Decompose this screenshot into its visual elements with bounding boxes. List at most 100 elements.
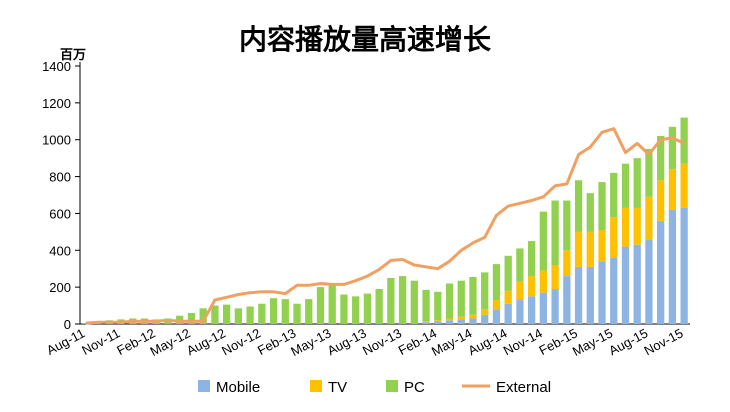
bar-pc — [293, 303, 301, 324]
bar-pc — [621, 163, 630, 208]
x-tick-label: May-14 — [429, 325, 474, 359]
bar-pc — [199, 308, 207, 324]
legend-swatch-mobile — [198, 380, 210, 392]
bar-pc — [187, 312, 196, 324]
bar-pc — [305, 299, 313, 324]
bar-pc — [645, 148, 653, 197]
bar-tv — [422, 321, 430, 323]
bar-pc — [234, 308, 243, 324]
bar-mobile — [539, 292, 548, 324]
bar-pc — [492, 264, 501, 301]
chart-title: 内容播放量高速增长 — [238, 23, 491, 56]
bar-pc — [352, 296, 360, 324]
y-tick-label: 1400 — [42, 59, 71, 74]
bar-pc — [457, 280, 465, 317]
bar-tv — [657, 180, 665, 221]
y-tick-label: 1200 — [42, 96, 71, 111]
bar-pc — [610, 172, 618, 218]
bar-mobile — [434, 321, 442, 324]
bar-pc — [445, 283, 454, 319]
bar-pc — [82, 323, 90, 324]
y-tick-label: 200 — [49, 280, 71, 295]
x-tick-label: May-13 — [288, 325, 333, 359]
bar-tv — [551, 265, 559, 289]
x-tick-label: Aug-15 — [606, 325, 650, 358]
bar-mobile — [481, 314, 489, 324]
bar-mobile — [621, 246, 630, 324]
bar-pc — [422, 289, 430, 322]
bar-pc — [657, 136, 665, 181]
bar-pc — [269, 298, 278, 324]
bar-tv — [680, 163, 688, 208]
bar-pc — [375, 288, 383, 324]
y-axis-unit-label: 百万 — [60, 48, 87, 63]
legend-label-external: External — [496, 379, 551, 396]
bar-pc — [481, 272, 489, 310]
bar-mobile — [469, 318, 477, 324]
y-tick-label: 400 — [49, 243, 71, 258]
bar-mobile — [633, 244, 641, 324]
x-tick-label: May-12 — [148, 325, 193, 359]
bar-mobile — [657, 220, 665, 324]
y-tick-label: 1000 — [42, 133, 71, 148]
bar-tv — [445, 318, 454, 321]
bar-mobile — [645, 239, 653, 324]
bar-tv — [481, 309, 489, 315]
bar-tv — [633, 207, 641, 245]
x-tick-label: Nov-13 — [360, 325, 404, 358]
bar-tv — [574, 231, 583, 267]
bar-pc — [668, 126, 677, 170]
bar-tv — [469, 314, 477, 319]
bar-pc — [434, 291, 442, 321]
bar-tv — [610, 217, 618, 258]
bar-pc — [211, 305, 219, 324]
bar-mobile — [457, 319, 465, 324]
bar-pc — [598, 182, 606, 231]
bar-tv — [457, 316, 465, 320]
bar-tv — [586, 231, 594, 267]
bar-mobile — [422, 322, 430, 324]
bar-pc — [222, 304, 231, 324]
x-tick-label: Aug-12 — [184, 325, 228, 358]
bar-tv — [492, 300, 501, 310]
bar-mobile — [563, 276, 571, 324]
bar-tv — [621, 207, 630, 247]
bar-pc — [469, 277, 477, 315]
bar-tv — [668, 169, 677, 210]
bar-tv — [434, 320, 442, 322]
bar-pc — [398, 276, 407, 324]
x-tick-label: Nov-11 — [79, 325, 122, 357]
bar-mobile — [527, 296, 536, 324]
bar-pc — [246, 306, 254, 324]
bar-mobile — [574, 266, 583, 324]
bar-pc — [680, 117, 688, 164]
bar-mobile — [516, 300, 524, 324]
bar-mobile — [610, 257, 618, 324]
bar-pc — [633, 158, 641, 208]
bar-tv — [527, 276, 536, 297]
bar-pc — [516, 248, 524, 282]
bar-pc — [563, 200, 571, 251]
bar-mobile — [445, 320, 454, 324]
bar-pc — [504, 255, 512, 291]
bar-tv — [645, 196, 653, 240]
bar-mobile — [598, 261, 606, 324]
bar-tv — [598, 230, 606, 262]
bar-tv — [539, 270, 548, 293]
x-tick-label: Nov-12 — [219, 325, 263, 358]
bar-pc — [551, 200, 559, 266]
bar-pc — [340, 294, 348, 324]
bar-pc — [387, 277, 395, 324]
y-tick-label: 0 — [64, 317, 71, 332]
bar-pc — [527, 241, 536, 277]
x-tick-label: Aug-13 — [325, 325, 369, 358]
legend-label-tv: TV — [328, 379, 347, 396]
x-tick-label: Aug-14 — [466, 325, 510, 358]
bar-pc — [410, 280, 418, 324]
bar-pc — [258, 303, 266, 324]
bar-pc — [328, 284, 336, 324]
bar-pc — [586, 193, 594, 232]
y-tick-label: 800 — [49, 170, 71, 185]
